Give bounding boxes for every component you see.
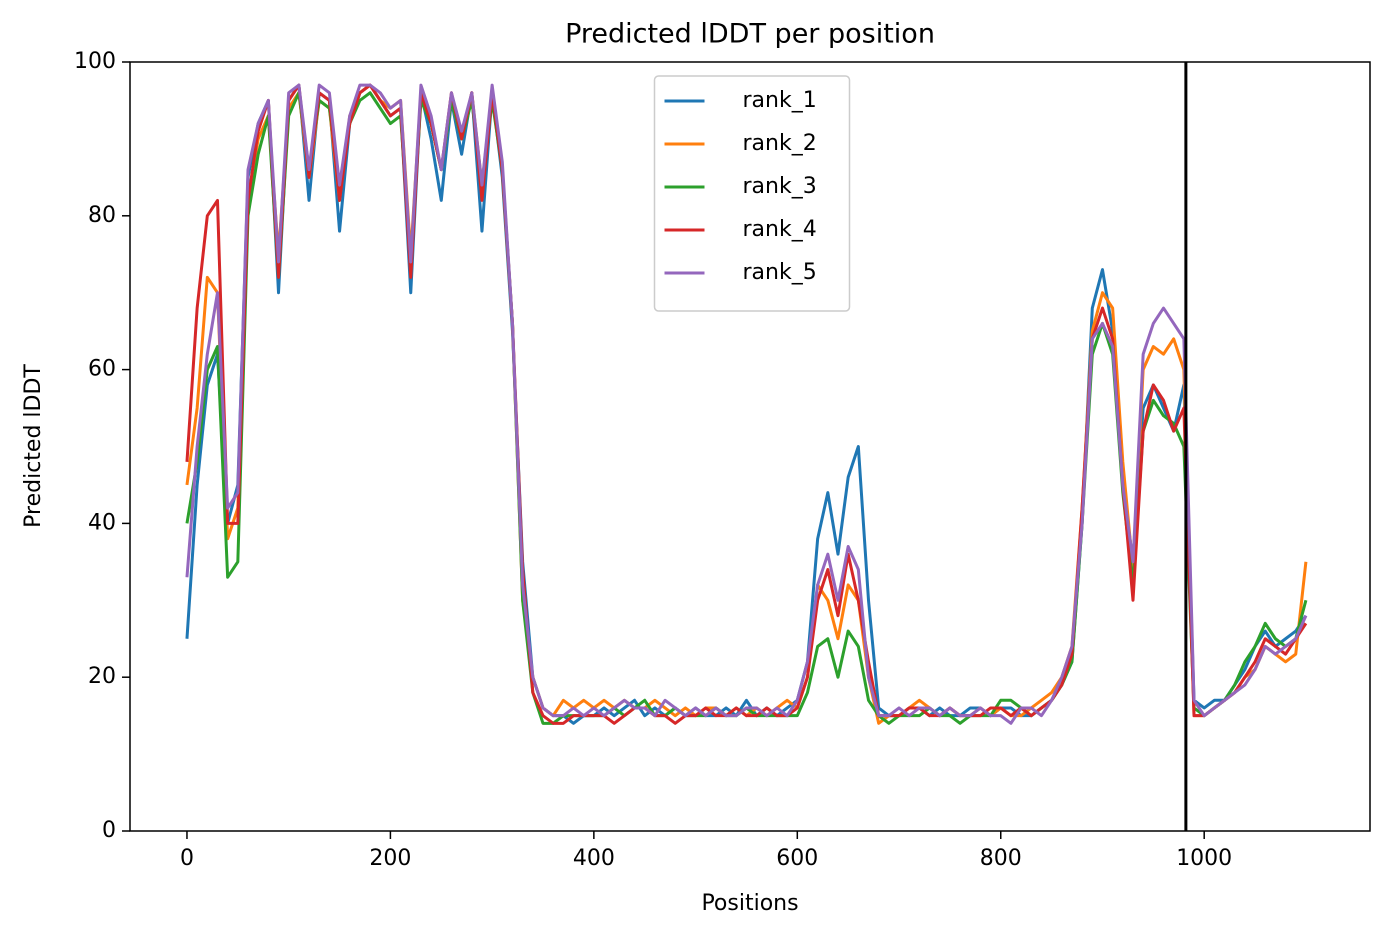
legend: rank_1 rank_2 rank_3 rank_4 rank_5 (653, 75, 851, 312)
y-tick-label: 80 (88, 203, 116, 228)
y-tick-label: 0 (102, 818, 116, 843)
plot-frame (129, 61, 1371, 832)
legend-label: rank_3 (743, 174, 817, 199)
x-tick-label: 800 (980, 846, 1022, 871)
y-axis-label: Predicted lDDT (21, 364, 46, 528)
data-line (185, 83, 1308, 725)
legend-label: rank_1 (743, 88, 817, 113)
chart-title: Predicted lDDT per position (565, 19, 935, 50)
legend-label: rank_5 (743, 260, 817, 285)
x-tick-label: 600 (776, 846, 818, 871)
legend-box (653, 75, 851, 312)
x-tick-label: 0 (180, 846, 194, 871)
x-tick-label: 400 (573, 846, 615, 871)
y-tick-label: 40 (88, 510, 116, 535)
y-tick-label: 60 (88, 357, 116, 382)
x-axis-label: Positions (701, 891, 798, 916)
legend-label: rank_2 (743, 131, 817, 156)
x-tick-label: 1000 (1176, 846, 1232, 871)
y-tick-label: 20 (88, 664, 116, 689)
legend-label: rank_4 (743, 217, 817, 242)
x-tick-label: 200 (369, 846, 411, 871)
y-tick-label: 100 (74, 49, 116, 74)
